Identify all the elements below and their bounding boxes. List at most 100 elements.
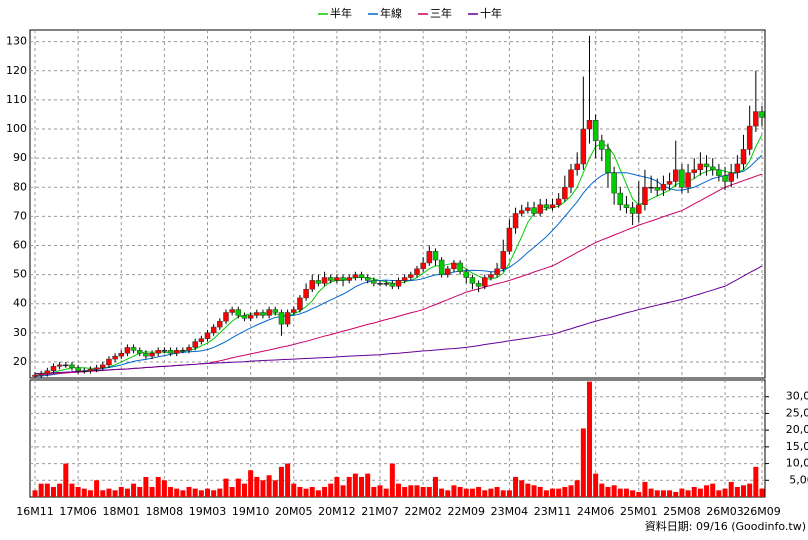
volume-bar (69, 483, 75, 497)
volume-bar (728, 481, 734, 497)
candle-body (291, 309, 297, 313)
volume-bar (235, 478, 241, 497)
candle-body (297, 297, 303, 310)
candle-body (531, 207, 537, 214)
y-tick-label: 120 (6, 64, 27, 77)
volume-bar (741, 485, 747, 497)
candle-body (321, 277, 328, 284)
x-tick-label: 20M12 (318, 505, 356, 518)
x-tick-label: 17M06 (59, 505, 97, 518)
volume-bar (506, 490, 512, 497)
volume-bar (562, 486, 568, 497)
volume-bar (543, 490, 549, 497)
volume-bar (278, 466, 284, 497)
candle-body (605, 149, 611, 173)
candle-body (229, 309, 235, 313)
volume-bar (340, 485, 346, 497)
volume-bar (704, 485, 710, 497)
x-tick-label: 25M01 (620, 505, 658, 518)
volume-bar (500, 490, 506, 497)
candle-body (457, 262, 463, 272)
x-tick-label: 22M02 (404, 505, 442, 518)
volume-bar (334, 476, 340, 497)
volume-bar (168, 486, 174, 497)
x-tick-label: 23M11 (534, 505, 572, 518)
legend-label: 十年 (480, 6, 502, 20)
volume-bar (759, 488, 765, 497)
price-panel (29, 29, 766, 379)
volume-bar (75, 486, 81, 497)
x-tick-label: 19M03 (189, 505, 227, 518)
x-tick-label: 18M08 (146, 505, 184, 518)
candle-body (685, 172, 691, 188)
candle-body (475, 283, 482, 287)
volume-bar (365, 473, 371, 497)
volume-bar (352, 473, 358, 497)
volume-bar (303, 488, 309, 497)
candle-body (753, 111, 759, 127)
volume-bar (186, 486, 192, 497)
candle-body (408, 274, 414, 278)
candle-body (432, 251, 439, 261)
volume-bar (155, 476, 161, 497)
volume-bar (642, 481, 648, 497)
candle-body (691, 169, 697, 173)
volume-bar (426, 486, 432, 497)
candle-body (740, 149, 747, 165)
volume-tick-label: 5,000 (789, 473, 808, 486)
candle-body (623, 204, 630, 208)
volume-bar (605, 486, 611, 497)
volume-bar (229, 486, 235, 497)
footnote: 資料日期: 09/16 (Goodinfo.tw) (645, 519, 806, 533)
ma-line (34, 265, 763, 375)
volume-bar (174, 488, 180, 497)
candle-body (586, 120, 593, 130)
volume-bar (309, 486, 315, 497)
volume-bar (525, 483, 531, 497)
x-tick-label: 18M01 (103, 505, 141, 518)
candle-body (574, 163, 580, 171)
candle-body (204, 332, 211, 339)
candle-body (87, 369, 94, 371)
volume-bar (513, 476, 519, 497)
candle-body (56, 364, 63, 367)
candle-body (309, 280, 315, 290)
volume-bar (396, 483, 401, 497)
volume-bar (137, 486, 143, 497)
y-tick-label: 30 (13, 326, 27, 339)
candle-body (629, 207, 636, 214)
volume-bar (568, 485, 574, 497)
candle-body (340, 277, 346, 281)
candle-body (636, 204, 642, 214)
legend-label: 半年 (330, 6, 352, 20)
volume-tick-label: 20,000 (786, 423, 808, 436)
candle-body (734, 163, 741, 173)
volume-bar (710, 483, 716, 497)
volume-bar (494, 486, 500, 497)
candle-body (81, 370, 88, 372)
candle-body (180, 350, 186, 352)
candle-body (617, 192, 624, 205)
candle-body (500, 251, 506, 270)
volume-bar (580, 428, 586, 497)
volume-bar (248, 470, 254, 497)
volume-bar (654, 490, 660, 497)
candle-body (346, 277, 352, 281)
volume-bar (112, 490, 118, 497)
candle-body (389, 283, 396, 287)
candle-body (303, 288, 309, 299)
candle-body (358, 274, 365, 278)
volume-tick-label: 10,000 (786, 457, 808, 470)
candle-body (173, 350, 180, 354)
candle-body (568, 169, 574, 188)
volume-bar (118, 486, 124, 497)
volume-bar (38, 483, 44, 497)
candle-body (136, 350, 143, 354)
volume-bar (636, 491, 642, 497)
candle-body (38, 373, 44, 376)
candle-body (241, 315, 248, 319)
volume-tick-label: 25,000 (786, 406, 808, 419)
volume-bar (161, 480, 167, 497)
volume-bar (482, 490, 488, 497)
